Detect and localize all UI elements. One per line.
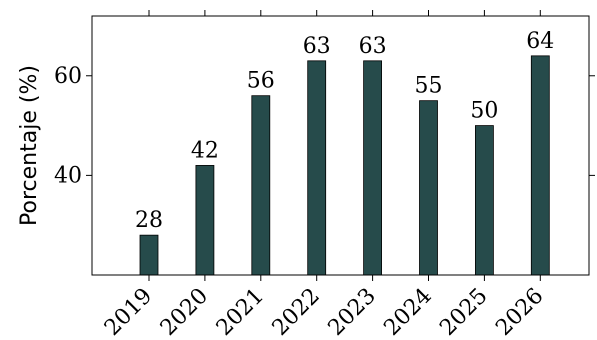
bar-2026 [530, 55, 550, 276]
x-tick-label-2022: 2022 [268, 284, 325, 340]
x-tick-label-2019: 2019 [100, 284, 157, 340]
y-axis-title: Porcentaje (%) [17, 65, 42, 226]
ticks-group [86, 10, 595, 281]
data-label-2019: 28 [135, 208, 163, 233]
x-tick-label-2025: 2025 [435, 284, 492, 340]
plot-frame [91, 15, 590, 276]
bar-2024 [419, 100, 438, 276]
data-label-2022: 63 [303, 34, 331, 59]
bar-2021 [251, 95, 271, 276]
data-label-2023: 63 [359, 34, 387, 59]
x-tick-label-2024: 2024 [379, 284, 436, 340]
data-label-2020: 42 [191, 138, 219, 163]
bar-2020 [195, 165, 215, 276]
y-tick-label-60: 60 [54, 64, 82, 89]
data-label-2026: 64 [526, 29, 554, 54]
bar-2023 [363, 60, 383, 276]
x-tick-label-2021: 2021 [212, 284, 269, 340]
data-label-2025: 50 [470, 99, 498, 124]
y-tick-label-40: 40 [54, 163, 82, 188]
bar-2022 [307, 60, 327, 276]
bar-2019 [139, 234, 159, 276]
bars-group [139, 55, 550, 276]
x-tick-label-2023: 2023 [324, 284, 381, 340]
data-label-2024: 55 [415, 74, 443, 99]
x-tick-label-2026: 2026 [491, 284, 548, 340]
bar-2025 [474, 125, 494, 276]
data-label-2021: 56 [247, 69, 275, 94]
x-tick-label-2020: 2020 [156, 284, 213, 340]
